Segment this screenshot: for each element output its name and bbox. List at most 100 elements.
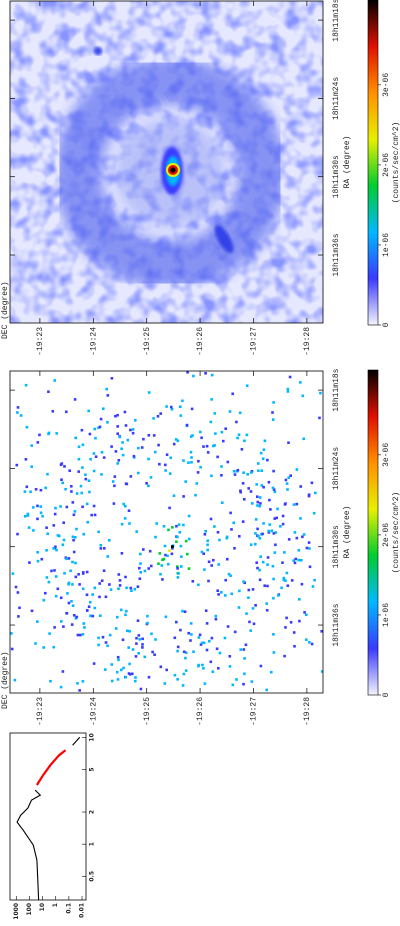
- pixel: [124, 613, 127, 617]
- x-tick-label: 10: [89, 733, 96, 741]
- pixel: [257, 469, 260, 472]
- pixel: [72, 513, 76, 517]
- pixel: [24, 458, 28, 461]
- pixel: [108, 633, 112, 637]
- pixel: [281, 514, 285, 518]
- pixel: [36, 517, 39, 521]
- pixel: [286, 387, 290, 391]
- pixel: [177, 572, 180, 575]
- pixel: [298, 598, 301, 601]
- pixel: [189, 639, 192, 642]
- pixel: [182, 672, 186, 676]
- pixel: [47, 580, 51, 584]
- pixel: [249, 543, 253, 546]
- pixel: [186, 371, 189, 374]
- pixel: [255, 561, 258, 564]
- pixel: [192, 374, 195, 378]
- pixel: [92, 452, 96, 455]
- pixel: [53, 512, 57, 516]
- pixel: [194, 493, 197, 497]
- pixel: [256, 495, 259, 498]
- pixel: [184, 539, 188, 543]
- pixel: [81, 680, 85, 683]
- pixel: [116, 655, 120, 659]
- pixel: [97, 643, 100, 647]
- pixel: [61, 543, 65, 547]
- pixel: [120, 608, 123, 612]
- spectrum-line: [16, 736, 81, 901]
- pixel: [318, 416, 321, 420]
- y-tick-label: -19:28: [303, 697, 312, 726]
- pixel: [34, 488, 38, 491]
- colorbar-tick-label: 1e-06: [382, 603, 391, 627]
- pixel: [120, 522, 124, 526]
- pixel: [293, 645, 296, 648]
- pixel: [98, 582, 102, 585]
- pixel: [224, 427, 227, 430]
- pixel: [112, 502, 116, 505]
- pixel: [190, 456, 193, 459]
- pixel: [249, 471, 253, 474]
- pixel: [305, 613, 308, 617]
- pixel: [191, 434, 194, 437]
- pixel: [102, 407, 105, 410]
- pixel: [36, 551, 40, 554]
- pixel: [110, 445, 113, 448]
- pixel: [94, 455, 98, 458]
- pixel: [242, 682, 245, 686]
- pixel: [229, 511, 232, 515]
- pixel: [272, 633, 275, 636]
- pixel: [267, 529, 270, 533]
- x-tick-label: 18h11m18s: [332, 368, 341, 411]
- pixel: [245, 612, 248, 615]
- pixel: [36, 559, 40, 563]
- pixel: [81, 443, 85, 447]
- pixel: [16, 591, 20, 594]
- pixel: [106, 644, 109, 648]
- pixel: [220, 430, 224, 434]
- pixel: [210, 398, 213, 401]
- pixel: [299, 381, 302, 384]
- pixel: [233, 547, 236, 550]
- sky-image: [10, 371, 323, 692]
- pixel: [226, 625, 230, 628]
- pixel: [185, 423, 189, 427]
- pixel: [39, 511, 43, 515]
- pixel: [135, 530, 138, 533]
- pixel: [127, 646, 131, 649]
- x-axis-label: RA (degree): [343, 136, 352, 189]
- pixel: [287, 538, 291, 541]
- pixel: [30, 444, 33, 447]
- pixel: [52, 524, 56, 527]
- pixel: [104, 668, 107, 671]
- pixel: [213, 444, 216, 447]
- pixel: [164, 469, 167, 472]
- sky-map-panel: 18h11m18s 18h11m24s 18h11m30s 18h11m36s RA (…: [1, 368, 400, 726]
- pixel: [182, 650, 186, 654]
- pixel: [176, 649, 179, 653]
- pixel: [217, 593, 220, 596]
- pixel: [149, 476, 153, 479]
- x-tick-label: 18h11m18s: [332, 0, 341, 42]
- y-tick-label: -19:26: [196, 327, 205, 356]
- pixel: [176, 567, 179, 570]
- pixel: [214, 617, 218, 621]
- pixel: [182, 495, 185, 498]
- pixel: [243, 439, 246, 443]
- pixel: [242, 580, 245, 583]
- pixel: [88, 432, 92, 436]
- pixel: [256, 527, 259, 531]
- pixel: [114, 414, 117, 418]
- pixel: [232, 470, 236, 473]
- pixel: [282, 576, 286, 580]
- pixel: [202, 641, 206, 645]
- colorbar-tick-label: 3e-06: [382, 73, 391, 97]
- pixel: [85, 609, 89, 612]
- pixel: [148, 549, 152, 553]
- pixel: [292, 631, 296, 634]
- pixel: [72, 538, 75, 542]
- pixel: [254, 532, 257, 535]
- x-tick-label: 18h11m30s: [332, 525, 341, 568]
- source-pixel: [168, 549, 171, 552]
